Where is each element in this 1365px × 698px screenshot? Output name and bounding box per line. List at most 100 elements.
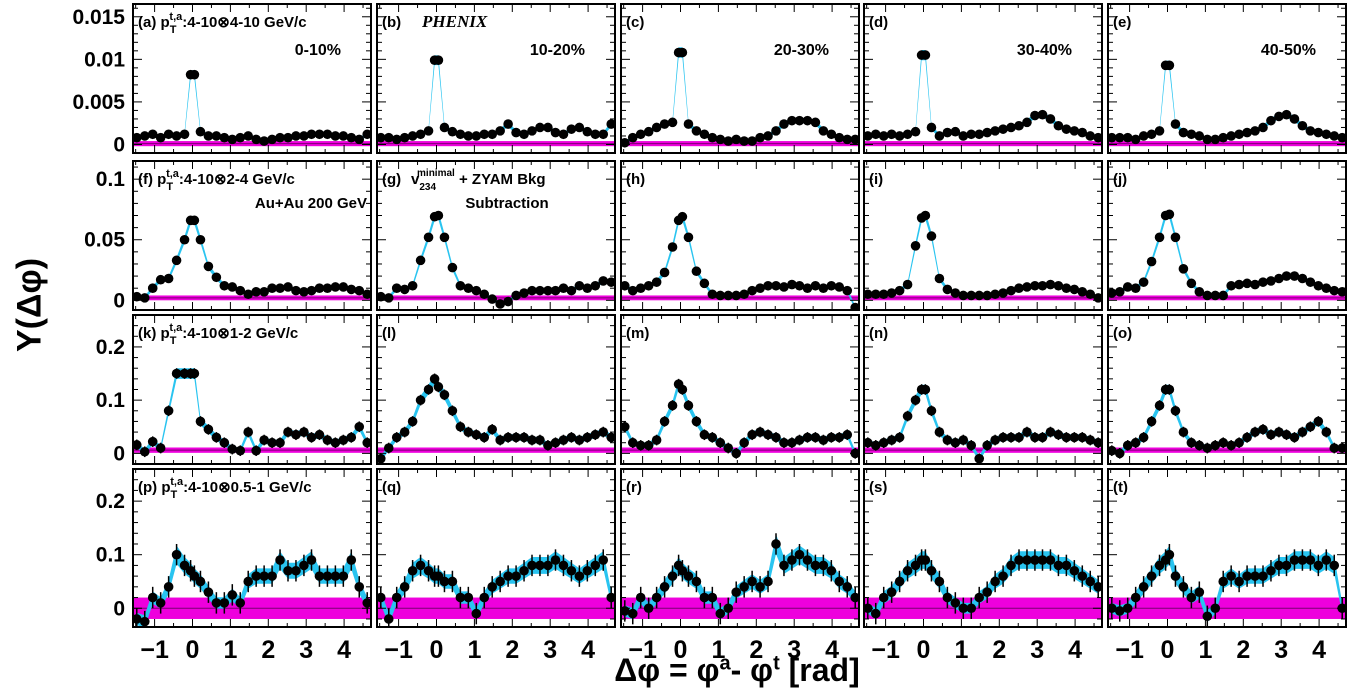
data-point — [543, 440, 553, 451]
data-point — [982, 290, 992, 301]
data-point — [1045, 427, 1056, 437]
x-tick-label: 1 — [223, 636, 237, 664]
data-point — [495, 435, 505, 445]
centrality-label: 0-10% — [295, 42, 341, 59]
panel-plot-area — [621, 47, 859, 148]
data-point — [627, 132, 638, 143]
y-tick-label: 0 — [113, 133, 125, 156]
panel-frame — [1107, 160, 1347, 311]
data-point — [439, 232, 450, 243]
data-point — [1164, 209, 1175, 220]
data-point — [902, 411, 913, 421]
data-point — [1218, 576, 1229, 587]
data-point — [794, 435, 805, 445]
data-point — [1218, 132, 1229, 143]
data-point — [1164, 549, 1175, 560]
data-point — [802, 432, 813, 443]
panel-plot-area — [133, 368, 371, 458]
data-point — [1242, 127, 1252, 138]
data-point — [598, 276, 609, 286]
data-point — [203, 587, 214, 597]
panel-label: (b) — [382, 14, 401, 31]
x-tick-label: 1 — [1198, 636, 1212, 664]
centrality-label: 30-40% — [1017, 42, 1072, 59]
data-point — [966, 290, 977, 301]
data-point — [447, 576, 458, 587]
data-point — [966, 129, 977, 140]
data-point — [267, 437, 277, 448]
data-point — [251, 287, 261, 297]
data-point — [787, 115, 797, 126]
data-point — [1226, 440, 1236, 451]
data-point — [787, 437, 797, 448]
data-point — [1130, 283, 1141, 293]
panel-frame — [1107, 468, 1347, 628]
data-point — [699, 429, 710, 440]
data-point — [275, 437, 285, 448]
data-point — [550, 437, 561, 448]
data-point — [399, 582, 410, 592]
data-point — [415, 129, 426, 140]
data-point — [723, 443, 734, 453]
data-point — [243, 131, 254, 141]
data-point — [870, 440, 881, 451]
x-tick-label: 4 — [1312, 636, 1326, 664]
panel-plot-area — [133, 543, 371, 627]
data-point — [1226, 280, 1236, 291]
data-point — [942, 284, 953, 295]
data-point — [1030, 432, 1040, 443]
data-point — [463, 283, 474, 293]
data-point — [870, 608, 881, 619]
data-point — [886, 435, 897, 445]
panel-label: (d) — [869, 14, 888, 31]
data-point — [219, 132, 230, 143]
data-point — [982, 127, 992, 138]
data-point — [731, 587, 742, 597]
data-point — [1022, 427, 1032, 437]
data-point — [330, 571, 341, 581]
data-point — [511, 290, 521, 301]
y-tick-label: 0 — [113, 442, 125, 465]
data-point — [195, 416, 206, 427]
data-point — [447, 126, 458, 137]
data-point — [1122, 440, 1133, 451]
data-point — [582, 126, 593, 137]
data-point — [755, 427, 765, 437]
data-point — [527, 435, 537, 445]
data-point — [423, 126, 434, 136]
data-point — [407, 280, 418, 291]
data-point — [627, 285, 638, 296]
data-point — [779, 119, 789, 129]
data-point — [535, 435, 545, 445]
panel-plot-area — [621, 211, 859, 310]
data-point — [1218, 290, 1229, 301]
data-point — [1274, 560, 1284, 571]
systematic-error-band — [136, 368, 368, 455]
data-point — [543, 560, 553, 571]
panel-plot-area — [377, 549, 615, 627]
data-point — [306, 129, 317, 140]
x-tick-label: −1 — [871, 636, 900, 664]
data-point — [338, 131, 349, 141]
data-point — [471, 131, 482, 141]
data-point — [407, 131, 418, 141]
data-point — [878, 592, 889, 603]
data-point — [299, 131, 309, 141]
data-point — [818, 435, 829, 445]
data-point — [739, 289, 749, 300]
data-point — [1146, 416, 1157, 427]
data-point — [651, 435, 662, 445]
x-tick-label: 2 — [505, 636, 519, 664]
data-point — [503, 296, 513, 307]
data-point — [1146, 571, 1157, 581]
data-point — [1030, 280, 1040, 291]
panel-d: (d) 30-40% — [863, 3, 1103, 154]
method-label: v234minimal + ZYAM Bkg — [411, 168, 546, 193]
data-point — [155, 132, 166, 143]
data-point — [1305, 421, 1316, 432]
panel-label: (n) — [869, 325, 888, 342]
system-label: Au+Au 200 GeV — [255, 195, 367, 212]
x-tick-label: 2 — [992, 636, 1006, 664]
data-point — [314, 129, 325, 140]
data-point — [574, 280, 585, 291]
